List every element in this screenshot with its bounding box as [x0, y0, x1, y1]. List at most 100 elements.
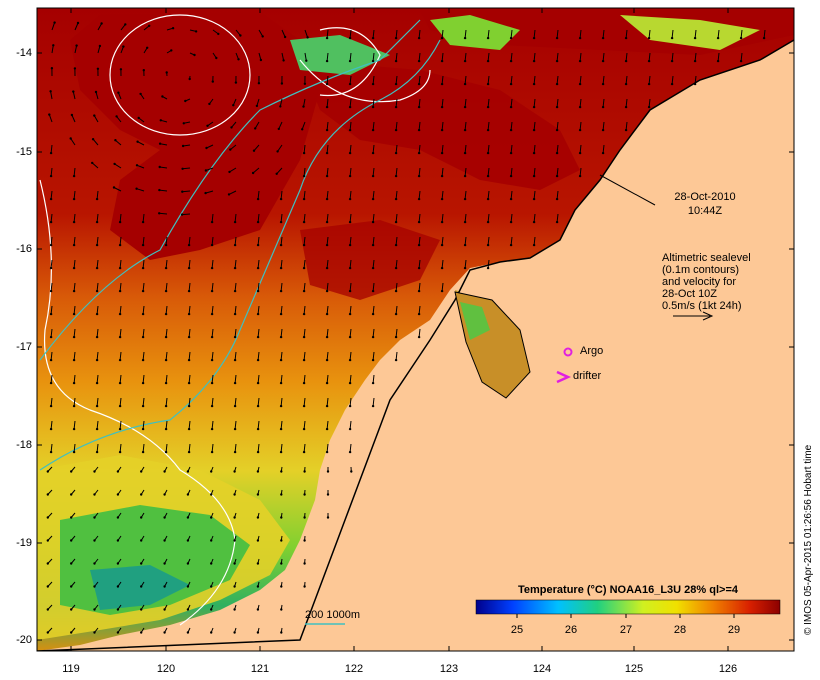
velocity-arrow [50, 144, 53, 154]
velocity-arrow-head [463, 151, 467, 155]
velocity-arrow [234, 328, 237, 338]
velocity-arrow [70, 138, 76, 146]
velocity-arrow [694, 52, 697, 62]
velocity-arrow-head [256, 289, 260, 293]
velocity-arrow-head [762, 36, 766, 40]
velocity-arrow-head [139, 92, 142, 96]
velocity-arrow [188, 420, 191, 430]
velocity-arrow [303, 167, 306, 177]
velocity-arrow [533, 29, 536, 39]
velocity-arrow [119, 213, 122, 223]
velocity-arrow [182, 213, 191, 216]
velocity-arrow [602, 144, 605, 154]
velocity-arrow-head [233, 608, 236, 611]
velocity-arrow [326, 52, 329, 62]
velocity-arrow [119, 443, 122, 453]
velocity-arrow [280, 397, 283, 407]
velocity-arrow-head [118, 335, 122, 339]
velocity-arrow-head [186, 516, 190, 519]
velocity-arrow-head [256, 220, 260, 224]
velocity-arrow [579, 75, 582, 85]
velocity-arrow-head [141, 427, 145, 431]
colorbar-tick-label: 29 [727, 624, 741, 636]
velocity-arrow-head [417, 289, 421, 293]
velocity-arrow-head [49, 151, 53, 155]
colorbar-title: Temperature (°C) NOAA16_L3U 28% ql>=4 [518, 584, 738, 596]
velocity-arrow-head [93, 539, 96, 542]
velocity-arrow [510, 213, 513, 223]
velocity-arrow-head [509, 151, 513, 155]
velocity-arrow-head [348, 197, 352, 201]
velocity-arrow-head [532, 197, 536, 201]
velocity-arrow-head [325, 220, 329, 224]
velocity-arrow [533, 75, 536, 85]
velocity-arrow-head [302, 381, 306, 385]
velocity-arrow-head [371, 59, 375, 63]
velocity-arrow [280, 351, 283, 361]
velocity-arrow [326, 213, 329, 223]
velocity-arrow-head [440, 266, 444, 270]
velocity-arrow-head [210, 516, 213, 519]
velocity-arrow [165, 397, 168, 407]
velocity-arrow [159, 166, 168, 169]
velocity-arrow [464, 167, 467, 177]
velocity-arrow-head [140, 608, 143, 611]
velocity-arrow-head [210, 631, 213, 634]
velocity-arrow-head [119, 68, 123, 71]
velocity-arrow-head [233, 470, 236, 473]
velocity-arrow [96, 305, 99, 315]
velocity-arrow [142, 374, 145, 384]
velocity-arrow [142, 328, 145, 338]
velocity-arrow [510, 98, 513, 108]
velocity-arrow-head [532, 105, 536, 109]
velocity-arrow-head [72, 427, 76, 431]
velocity-arrow-head [94, 90, 98, 94]
timestamp-pointer [599, 174, 656, 206]
velocity-arrow [487, 167, 490, 177]
velocity-arrow [142, 443, 145, 453]
velocity-arrow-head [259, 58, 263, 62]
velocity-arrow [487, 121, 490, 131]
velocity-arrow-head [348, 82, 352, 86]
velocity-arrow-head [256, 493, 260, 496]
bay-inlet [460, 302, 490, 340]
velocity-arrow-head [233, 289, 237, 293]
velocity-arrow-head [113, 162, 116, 166]
velocity-arrow [211, 420, 214, 430]
velocity-arrow [136, 188, 145, 192]
velocity-arrow [254, 121, 260, 129]
velocity-arrow [441, 98, 444, 108]
velocity-arrow [303, 443, 306, 453]
velocity-arrow [96, 443, 99, 453]
velocity-arrow-head [302, 266, 306, 270]
velocity-arrow-head [302, 289, 306, 293]
timestamp-time: 10:44Z [687, 205, 723, 217]
velocity-arrow-head [486, 174, 490, 178]
velocity-arrow-head [624, 36, 628, 40]
velocity-arrow [418, 98, 421, 108]
velocity-arrow-head [555, 105, 559, 109]
velocity-arrow-head [348, 59, 352, 63]
velocity-arrow [418, 282, 421, 292]
velocity-arrow-head [325, 381, 329, 385]
velocity-arrow-head [164, 312, 168, 316]
velocity-arrow [96, 259, 99, 269]
velocity-arrow-head [140, 631, 143, 634]
velocity-arrow-head [486, 197, 490, 201]
velocity-arrow-head [252, 149, 256, 152]
velocity-arrow [142, 420, 145, 430]
cool-patch [620, 15, 760, 50]
velocity-arrow-head [163, 608, 166, 611]
velocity-arrow [229, 167, 237, 173]
velocity-arrow-head [280, 82, 284, 85]
velocity-arrow-head [302, 335, 306, 339]
velocity-arrow [188, 351, 191, 361]
velocity-arrow [395, 236, 398, 246]
velocity-arrow [349, 397, 352, 407]
velocity-arrow [395, 144, 398, 154]
velocity-arrow-head [463, 220, 467, 224]
velocity-arrow [188, 443, 191, 453]
velocity-arrow-head [417, 36, 421, 40]
velocity-arrow-head [163, 470, 166, 473]
velocity-arrow [51, 45, 54, 54]
